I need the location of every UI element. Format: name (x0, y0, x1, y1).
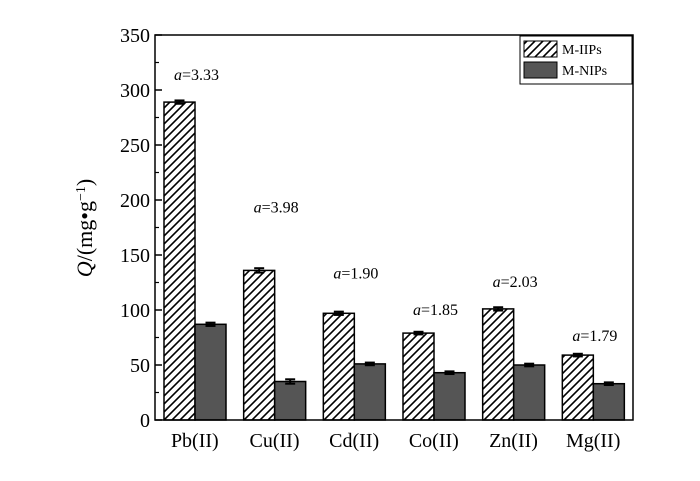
x-axis: Pb(II) Cu(II) Cd(II) Co(II) Zn(II) Mg(II) (171, 430, 620, 452)
annotations-group: a=3.33 a=3.98 a=1.90 a=1.85 a=2.03 a=1.79 (174, 67, 617, 345)
bar-m-iips-1 (242, 269, 276, 421)
x-tick-label-5: Mg(II) (566, 430, 620, 452)
bar-m-nips-3 (433, 371, 466, 421)
bar-m-iips-4 (481, 308, 515, 421)
legend: M-IIPs M-NIPs (519, 35, 633, 85)
x-tick-label-1: Cu(II) (250, 430, 300, 452)
bar-m-nips-5 (592, 382, 626, 421)
y-axis-label-sup: −1 (74, 186, 89, 201)
annotation-1: a=3.98 (254, 199, 299, 216)
y-axis-label-unit-open: /(mg•g (72, 201, 97, 261)
legend-label-m-nips: M-NIPs (562, 64, 607, 79)
y-axis: 0 50 100 150 200 250 300 350 (120, 25, 162, 432)
y-axis-label-var: Q (72, 261, 97, 277)
bar-m-iips-2 (322, 312, 356, 421)
y-axis-label: Q/(mg•g−1) (72, 179, 97, 277)
bar-m-nips-2 (353, 363, 387, 421)
annotation-3: a=1.85 (413, 302, 458, 319)
y-tick-label-5: 250 (120, 135, 150, 157)
error-bars-group (174, 99, 614, 387)
legend-swatch-m-iips (523, 40, 558, 58)
legend-swatch-m-nips (523, 61, 558, 79)
x-tick-label-4: Zn(II) (489, 430, 538, 452)
y-tick-label-2: 100 (120, 300, 150, 322)
bar-m-iips-0 (163, 101, 196, 421)
annotation-5: a=1.79 (572, 328, 617, 345)
y-tick-label-4: 200 (120, 190, 150, 212)
bar-m-nips-1 (273, 380, 307, 421)
bar-m-nips-0 (194, 323, 227, 421)
annotation-4: a=2.03 (493, 274, 538, 291)
x-tick-label-0: Pb(II) (171, 430, 219, 452)
bar-m-nips-4 (512, 364, 546, 421)
y-tick-label-6: 300 (120, 80, 150, 102)
annotation-2: a=1.90 (333, 265, 378, 282)
bars-group (163, 101, 626, 421)
bar-m-iips-5 (561, 354, 595, 421)
annotation-0: a=3.33 (174, 67, 219, 84)
y-tick-label-7: 350 (120, 25, 150, 47)
x-tick-label-2: Cd(II) (329, 430, 379, 452)
y-axis-label-unit-close: ) (72, 179, 97, 186)
bar-m-iips-3 (402, 332, 435, 421)
legend-label-m-iips: M-IIPs (562, 43, 602, 58)
y-tick-label-1: 50 (130, 355, 150, 377)
y-tick-label-0: 0 (140, 410, 150, 432)
x-tick-label-3: Co(II) (409, 430, 459, 452)
y-tick-label-3: 150 (120, 245, 150, 267)
